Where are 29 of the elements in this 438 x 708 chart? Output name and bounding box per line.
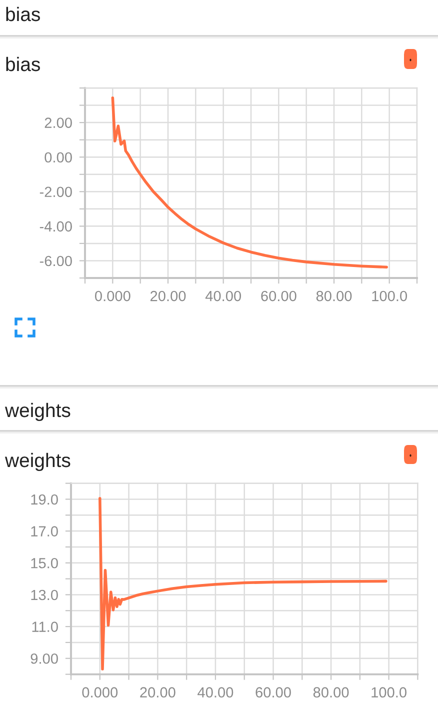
chart-subtitle: bias [6, 56, 40, 72]
chart-title: weights [4, 402, 70, 422]
x-tick-label: 40.00 [205, 290, 242, 302]
y-tick-label: 9.00 [30, 653, 58, 664]
x-tick-label: 0.000 [94, 290, 130, 302]
y-tick-label: 15.0 [31, 558, 58, 568]
y-tick-label: -6.00 [40, 256, 72, 266]
x-tick-label: 20.00 [150, 290, 186, 302]
y-tick-label: -4.00 [40, 221, 72, 232]
chart-title: bias [6, 6, 40, 22]
x-tick-label: 100.0 [372, 290, 408, 302]
x-tick-label: 60.00 [256, 687, 291, 698]
y-tick-label: 19.0 [31, 494, 58, 505]
x-tick-label: 60.00 [261, 290, 296, 302]
y-tick-label: -2.00 [40, 186, 72, 198]
x-tick-label: 40.00 [198, 687, 234, 698]
x-tick-label: 20.00 [140, 687, 176, 698]
line-series [111, 96, 388, 269]
y-tick-label: 0.00 [44, 152, 72, 163]
x-tick-label: 0.000 [82, 687, 118, 698]
y-tick-label: 13.0 [31, 590, 58, 600]
x-tick-label: 80.00 [316, 290, 352, 302]
y-tick-label: 11.0 [32, 622, 58, 632]
x-tick-label: 80.00 [313, 687, 349, 698]
line-series [98, 497, 388, 670]
y-tick-label: 17.0 [31, 526, 58, 536]
y-tick-label: 2.00 [44, 118, 72, 128]
chart-subtitle: weights [4, 452, 70, 472]
x-tick-label: 100.0 [372, 687, 406, 698]
